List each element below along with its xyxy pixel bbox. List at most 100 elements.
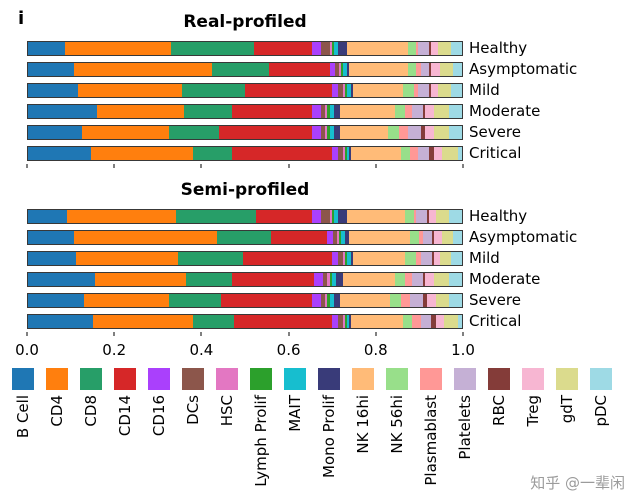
segment-platelets: [411, 273, 423, 286]
legend-swatch-hsc: [216, 368, 238, 390]
segment-gdt: [440, 252, 451, 265]
legend-item-b-cell: B Cell: [12, 368, 34, 487]
segment-rbc: [422, 273, 425, 286]
legend-swatch-gdt: [556, 368, 578, 390]
segment-dcs: [332, 231, 337, 244]
segment-cd4: [67, 210, 176, 223]
legend-item-cd16: CD16: [148, 368, 170, 487]
axis-tick: [288, 332, 290, 336]
legend-swatch-platelets: [454, 368, 476, 390]
segment-nk-16hi: [346, 210, 406, 223]
legend-swatch-mait: [284, 368, 306, 390]
segment-rbc: [431, 252, 434, 265]
segment-nk-56hi: [388, 126, 399, 139]
legend-item-dcs: DCs: [182, 368, 204, 487]
watermark: 知乎 @一辈闲: [530, 474, 625, 492]
segment-mait: [333, 210, 339, 223]
segment-nk-16hi: [340, 105, 395, 118]
legend-label-plasmablast: Plasmablast: [421, 395, 440, 486]
bar-rows: [27, 206, 463, 332]
legend-swatch-cd16: [148, 368, 170, 390]
segment-mait: [346, 84, 352, 97]
segment-gdt: [437, 84, 451, 97]
segment-cd14: [231, 273, 315, 286]
segment-cd8: [175, 210, 256, 223]
legend-label-dcs: DCs: [183, 395, 202, 425]
legend-label-cd8: CD8: [81, 395, 100, 427]
segment-cd16: [312, 105, 321, 118]
legend-label-b-cell: B Cell: [13, 395, 32, 439]
segment-cd8: [212, 63, 269, 76]
segment-gdt: [433, 105, 449, 118]
segment-treg: [435, 315, 445, 328]
segment-hsc: [325, 126, 328, 139]
segment-nk-56hi: [407, 63, 417, 76]
axis-tick: [113, 332, 115, 336]
segment-b-cell: [28, 126, 83, 139]
segment-cd16: [314, 273, 324, 286]
axis-tick: [26, 332, 28, 336]
segment-cd4: [90, 147, 193, 160]
axis-tick: [200, 332, 202, 336]
segment-treg: [427, 294, 436, 307]
segment-mono-prolif: [338, 210, 347, 223]
stacked-bar-severe: [27, 293, 463, 308]
x-tick-label: 1.0: [451, 341, 475, 359]
segment-gdt: [442, 147, 458, 160]
segment-pdc: [448, 294, 462, 307]
segment-cd14: [231, 147, 332, 160]
segment-dcs: [338, 315, 343, 328]
segment-dcs: [320, 42, 330, 55]
segment-mono-prolif: [333, 105, 341, 118]
segment-pdc: [457, 315, 462, 328]
segment-mono-prolif: [338, 42, 347, 55]
severity-label-mild: Mild: [469, 81, 500, 99]
segment-cd4: [82, 126, 170, 139]
segment-plasmablast: [416, 63, 421, 76]
severity-label-healthy: Healthy: [469, 207, 528, 225]
segment-lymph-prolif: [344, 252, 347, 265]
segment-nk-16hi: [342, 273, 395, 286]
bar-row-healthy: [27, 38, 463, 59]
bar-row-severe: [27, 290, 463, 311]
axis-tick-row: [26, 332, 464, 338]
bar-row-critical: [27, 311, 463, 332]
x-axis-labels: 0.0 0.2 0.4 0.6 0.8 1.0: [15, 341, 475, 359]
segment-cd16: [312, 126, 321, 139]
segment-cd8: [184, 105, 232, 118]
segment-dcs: [338, 84, 343, 97]
segment-plasmablast: [414, 84, 419, 97]
panel-title-semi: Semi-profiled: [180, 180, 310, 200]
segment-cd14: [234, 315, 332, 328]
segment-lymph-prolif: [344, 147, 347, 160]
segment-lymph-prolif: [329, 273, 332, 286]
segment-lymph-prolif: [339, 231, 342, 244]
segment-mait: [329, 294, 334, 307]
segment-lymph-prolif: [327, 105, 330, 118]
panel-letter: i: [18, 8, 25, 29]
axis-tick-row: [26, 164, 464, 170]
legend-item-mono-prolif: Mono Prolif: [318, 368, 340, 487]
segment-mono-prolif: [351, 252, 354, 265]
legend: B Cell CD4 CD8 CD14 CD16 DCs HSC Lymph Prolif MA…: [12, 368, 612, 487]
segment-cd14: [255, 210, 313, 223]
segment-b-cell: [28, 273, 96, 286]
segment-lymph-prolif: [344, 315, 347, 328]
legend-swatch-mono-prolif: [318, 368, 340, 390]
legend-swatch-nk-56hi: [386, 368, 408, 390]
bar-row-severe: [27, 122, 463, 143]
legend-swatch-cd14: [114, 368, 136, 390]
segment-nk-56hi: [394, 273, 406, 286]
stacked-bar-severe: [27, 125, 463, 140]
segment-platelets: [422, 231, 432, 244]
axis-tick: [113, 164, 115, 168]
segment-dcs: [320, 294, 326, 307]
legend-item-nk-16hi: NK 16hi: [352, 368, 374, 487]
segment-mono-prolif: [349, 315, 352, 328]
axis-tick: [462, 164, 464, 168]
stacked-bar-mild: [27, 251, 463, 266]
segment-b-cell: [28, 147, 91, 160]
segment-cd8: [192, 147, 232, 160]
stacked-bar-healthy: [27, 41, 463, 56]
segment-cd4: [73, 231, 217, 244]
